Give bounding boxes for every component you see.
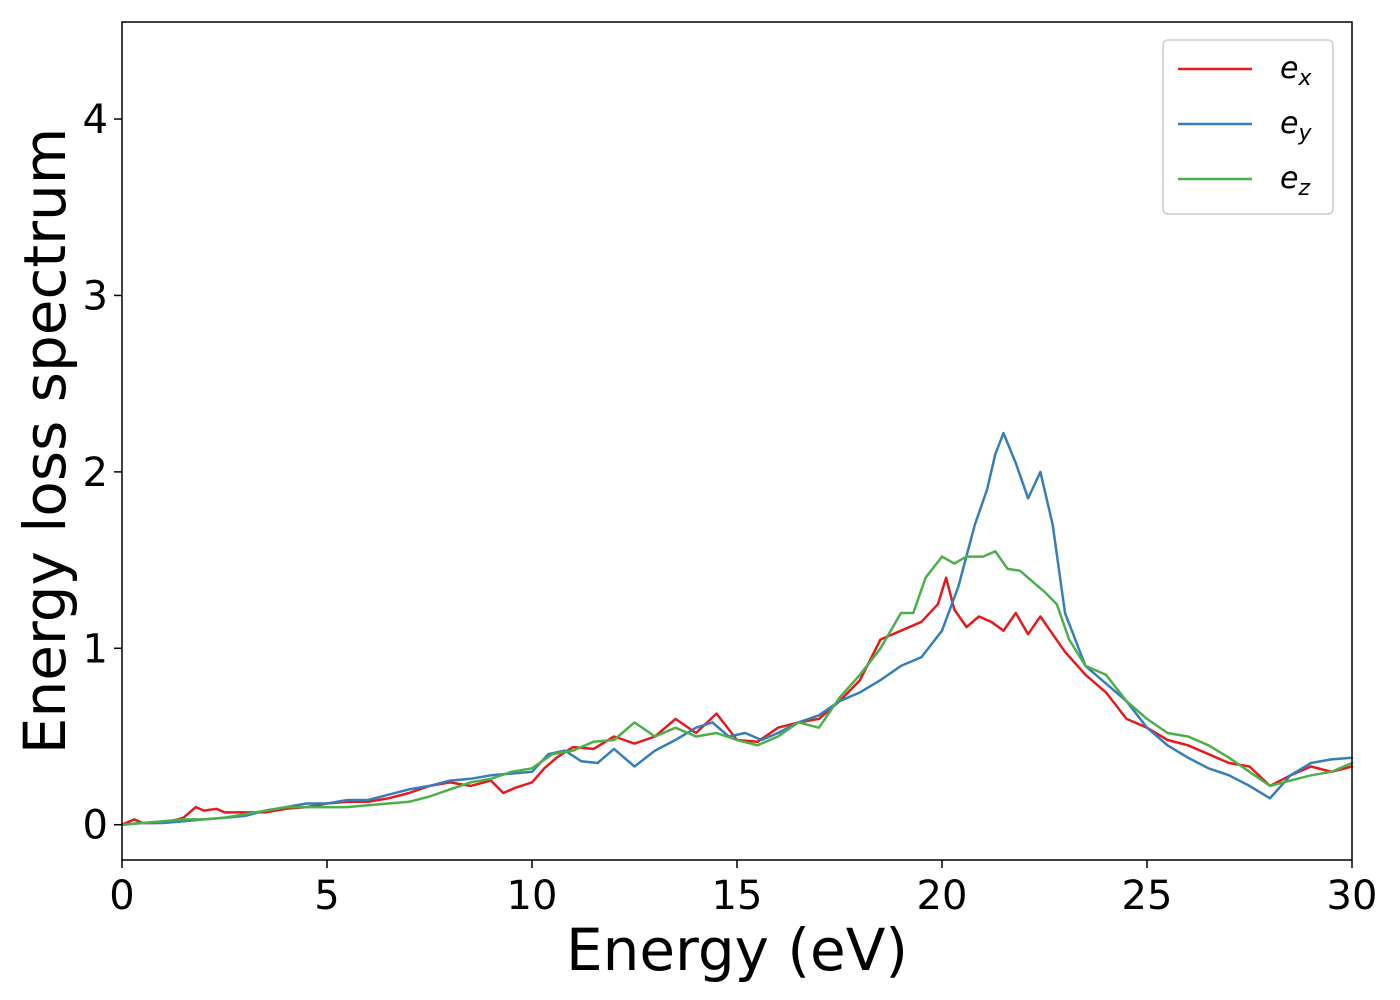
legend-label-y: ey: [1280, 106, 1312, 146]
y-axis-title: Energy loss spectrum: [11, 128, 79, 754]
x-tick-label: 0: [109, 873, 134, 919]
x-tick-label: 20: [917, 873, 968, 919]
series-line-x: [120, 576, 1354, 826]
legend: ex ey ez: [1162, 39, 1334, 215]
x-tick-label: 10: [507, 873, 558, 919]
y-tick-label: 3: [83, 273, 108, 319]
x-tick-label: 25: [1122, 873, 1173, 919]
legend-box: [1162, 39, 1334, 215]
x-axis-ticks: 0 5 10 15 20 25 30: [109, 860, 1377, 919]
x-axis-title: Energy (eV): [566, 916, 908, 984]
series-line-z: [120, 550, 1354, 826]
x-tick-label: 30: [1327, 873, 1378, 919]
legend-label-z: ez: [1280, 161, 1310, 201]
y-tick-label: 1: [83, 626, 108, 672]
x-tick-label: 5: [314, 873, 339, 919]
y-axis-ticks: 0 1 2 3 4: [83, 97, 122, 849]
legend-label-x: ex: [1280, 51, 1312, 91]
x-tick-label: 15: [712, 873, 763, 919]
y-tick-label: 2: [83, 450, 108, 496]
series-lines: [120, 431, 1354, 826]
y-tick-label: 0: [83, 803, 108, 849]
y-tick-label: 4: [83, 97, 108, 143]
